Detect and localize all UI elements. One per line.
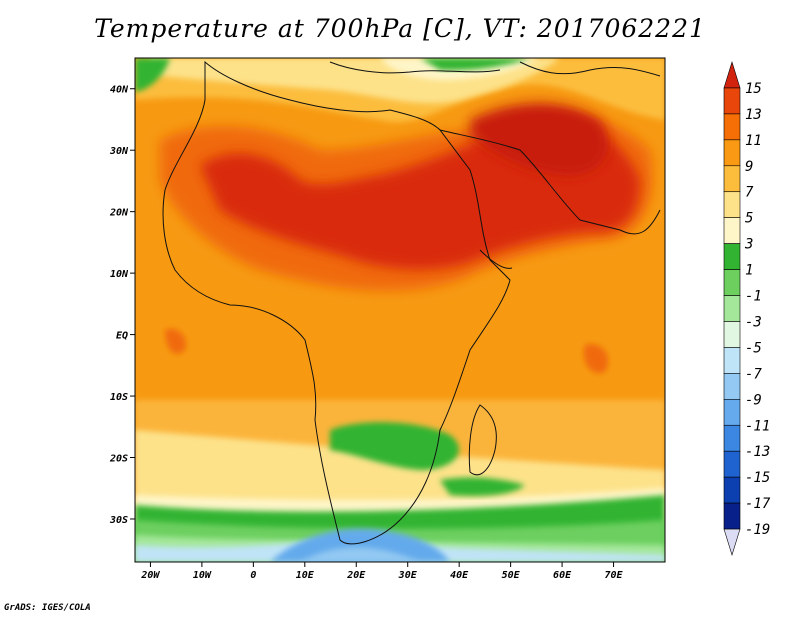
coastlines xyxy=(162,60,661,545)
lat-tick-label: 30N xyxy=(109,146,129,157)
colorbar-label: -17 xyxy=(745,496,771,512)
lon-tick-label: 10E xyxy=(296,570,315,581)
colorbar-label: -13 xyxy=(745,444,770,460)
colorbar-swatch xyxy=(723,347,741,374)
axis-ticks: 20W 10W 0 10E 20E 30E 40E 50E 60E 70E 40N 30N 20N 10N… xyxy=(109,85,624,581)
lon-tick-label: 20E xyxy=(346,570,366,581)
colorbar-swatch xyxy=(723,165,741,193)
lat-tick-label: 10S xyxy=(110,392,128,403)
colorbar-swatch xyxy=(723,424,741,452)
colorbar: 15 13 11 9 7 5 3 1 -1 -3 -5 -7 -9 -11 -13 -15 -17 -19 xyxy=(723,60,771,557)
temperature-field xyxy=(135,58,665,562)
colorbar-label: 3 xyxy=(744,237,753,253)
colorbar-swatch xyxy=(723,321,741,348)
lat-tick-label: 20N xyxy=(109,208,129,219)
colorbar-swatch xyxy=(723,502,741,530)
lat-tick-label: EQ xyxy=(116,331,128,342)
colorbar-label: -15 xyxy=(745,470,770,486)
colorbar-label: -1 xyxy=(745,289,762,305)
lon-tick-label: 40E xyxy=(450,570,469,581)
colorbar-label: -5 xyxy=(745,340,762,356)
colorbar-swatch xyxy=(723,139,741,167)
colorbar-swatch xyxy=(723,476,741,504)
colorbar-swatch xyxy=(723,113,741,141)
colorbar-swatch xyxy=(723,217,741,244)
lat-tick-label: 30S xyxy=(109,515,128,526)
lon-tick-label: 50E xyxy=(502,570,521,581)
lon-tick-label: 10W xyxy=(193,570,212,581)
colorbar-swatch xyxy=(723,191,741,218)
map-title: Temperature at 700hPa [C], VT: 201706222… xyxy=(94,14,706,43)
grads-credit: GrADS: IGES/COLA xyxy=(4,603,91,613)
colorbar-label: 9 xyxy=(745,159,753,175)
colorbar-swatch xyxy=(723,450,741,478)
lat-tick-label: 10N xyxy=(110,269,129,280)
colorbar-label: 5 xyxy=(745,211,753,227)
colorbar-swatch xyxy=(723,269,741,296)
lon-tick-label: 60E xyxy=(553,570,572,581)
lon-tick-label: 70E xyxy=(605,570,624,581)
map-frame xyxy=(134,57,666,563)
lon-tick-label: 20W xyxy=(140,570,160,581)
lon-tick-label: 30E xyxy=(398,570,418,581)
colorbar-label: 7 xyxy=(745,185,754,201)
lon-tick-label: 0 xyxy=(250,570,256,581)
colorbar-swatch xyxy=(723,528,741,557)
colorbar-label: 13 xyxy=(745,107,762,123)
colorbar-swatch xyxy=(723,60,741,89)
colorbar-label: -3 xyxy=(745,314,762,330)
colorbar-label: -7 xyxy=(745,366,762,382)
colorbar-label: -11 xyxy=(745,418,770,434)
lat-tick-label: 40N xyxy=(110,85,129,96)
colorbar-swatch xyxy=(723,295,741,322)
lat-tick-label: 20S xyxy=(109,454,128,465)
colorbar-label: 11 xyxy=(745,133,762,149)
colorbar-label: -19 xyxy=(745,522,770,538)
colorbar-label: 15 xyxy=(745,81,762,97)
colorbar-label: -9 xyxy=(745,392,762,408)
colorbar-swatch xyxy=(723,243,741,270)
colorbar-label: 1 xyxy=(745,263,753,279)
colorbar-swatch xyxy=(723,87,741,115)
colorbar-swatch xyxy=(723,373,741,400)
colorbar-swatch xyxy=(723,399,741,426)
